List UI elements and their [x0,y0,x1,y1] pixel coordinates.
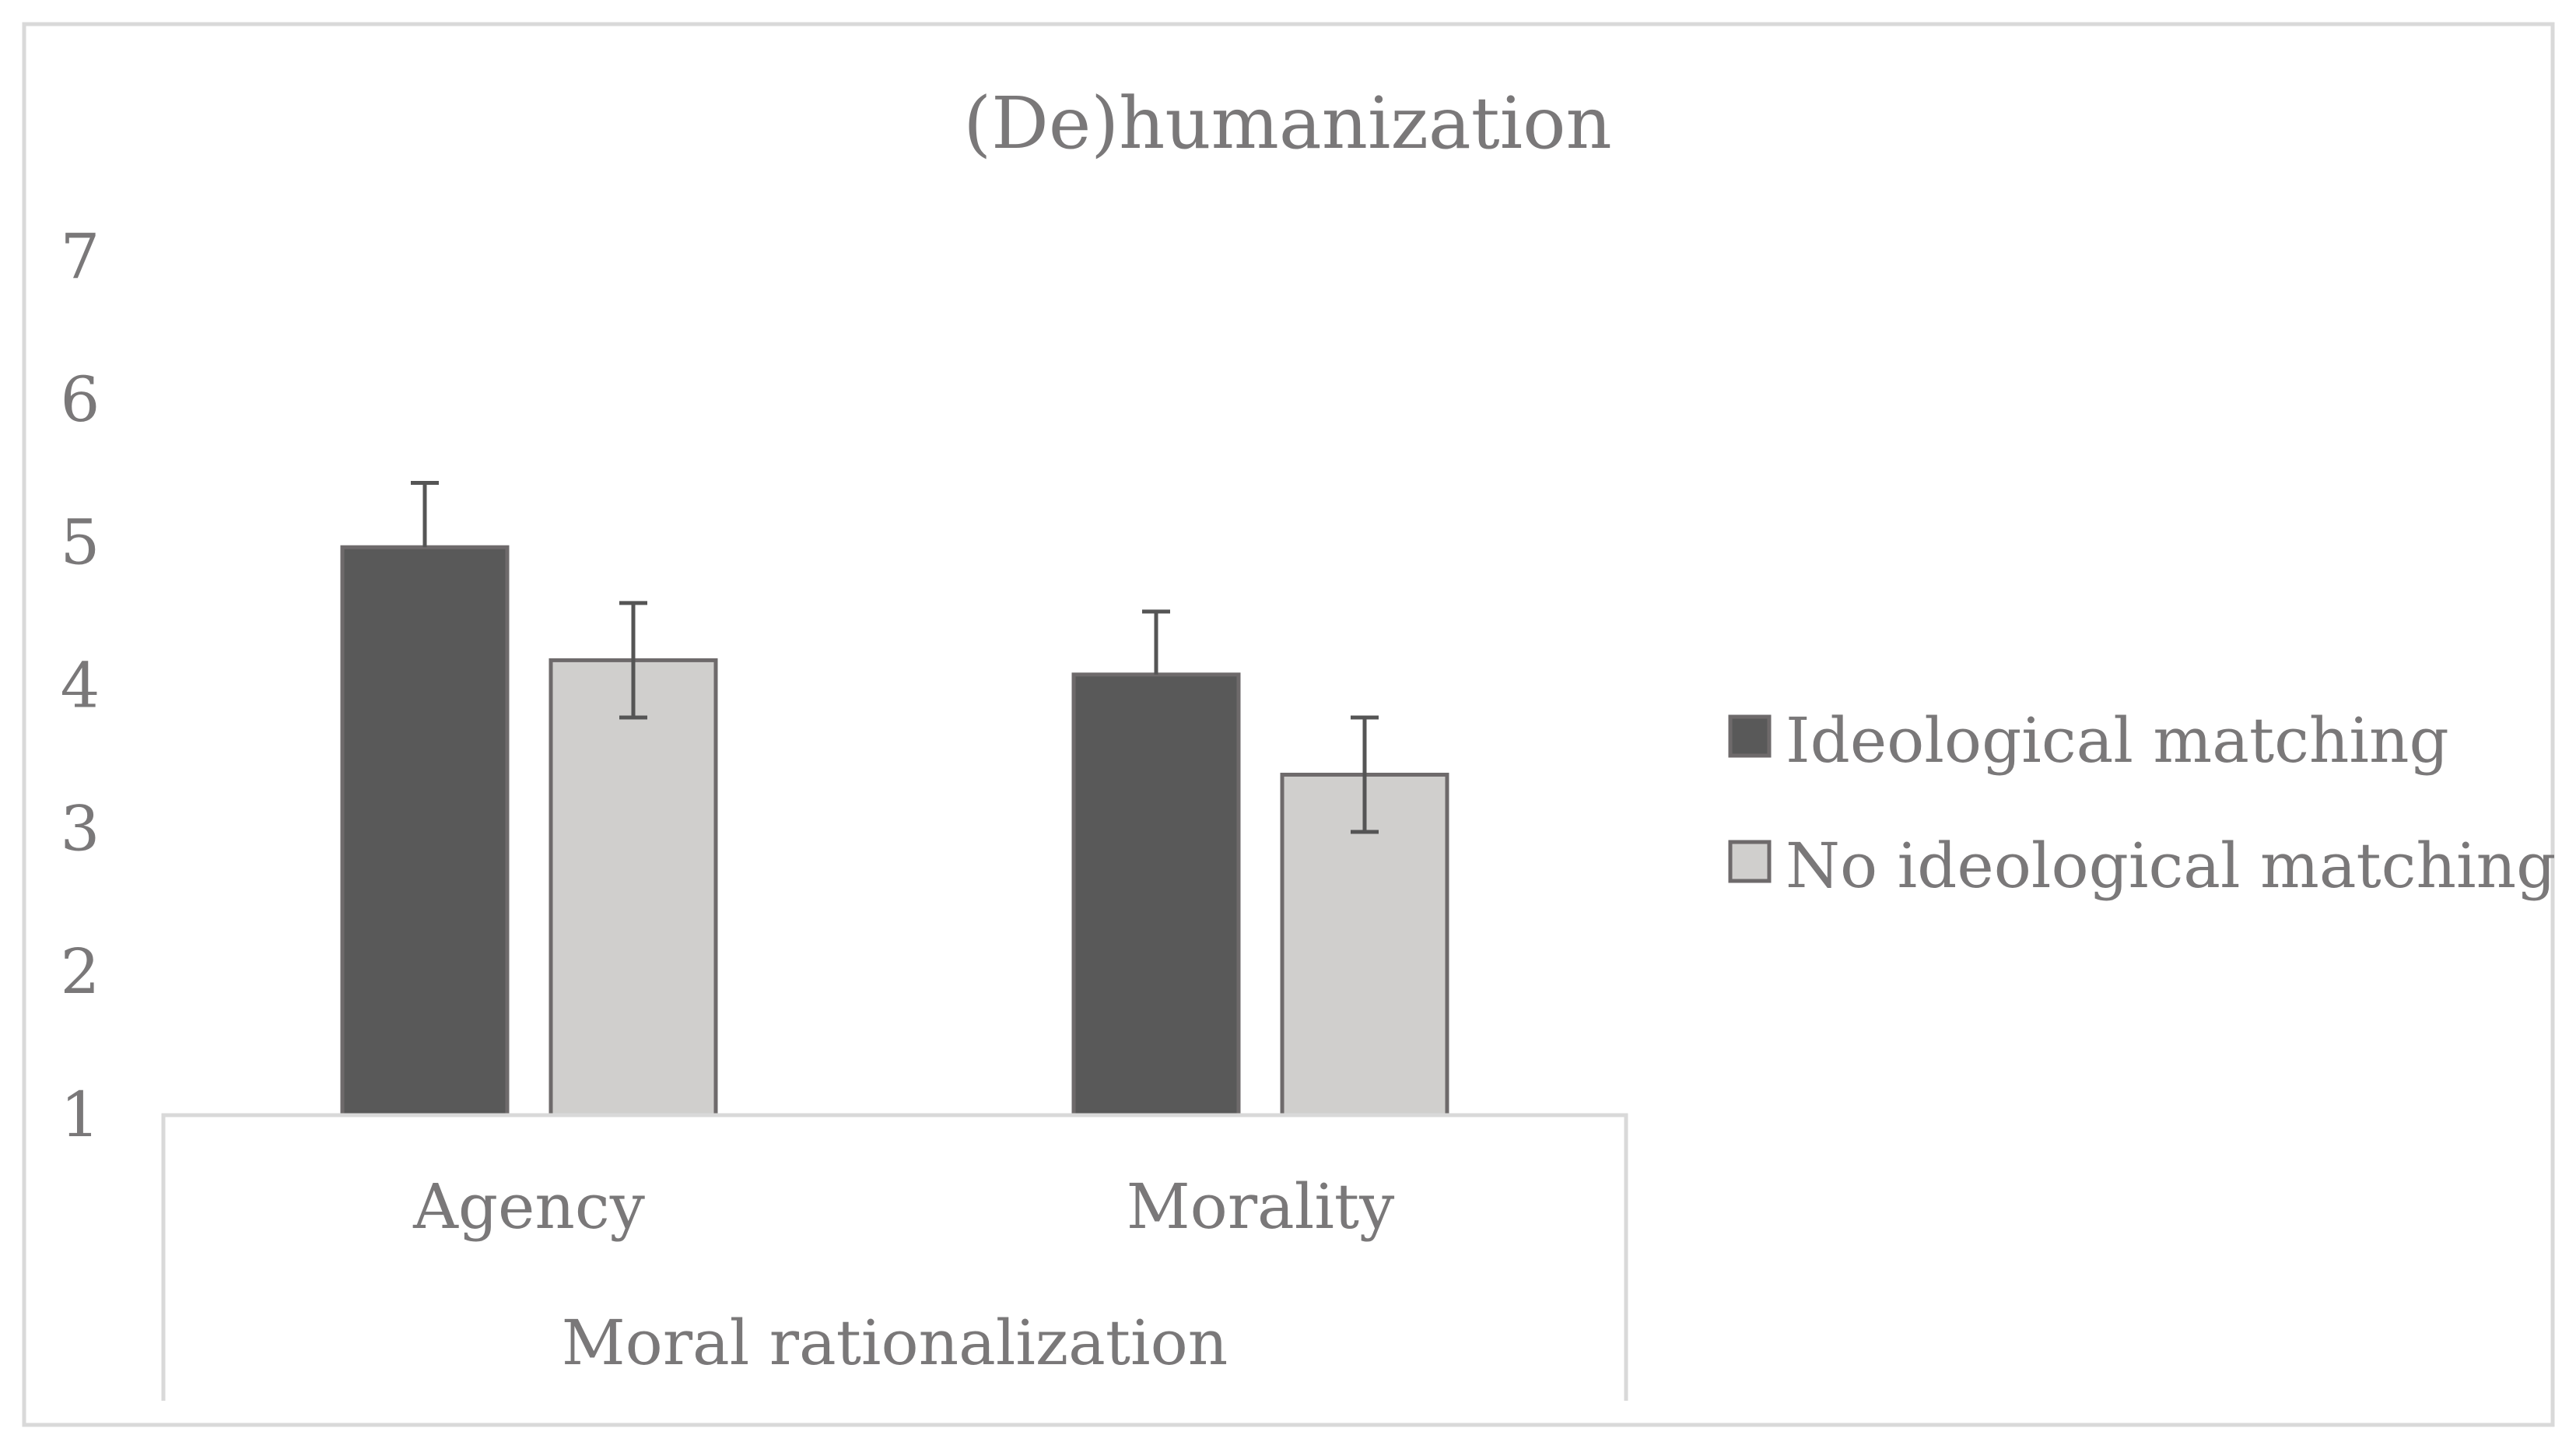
y-tick-label: 6 [61,363,100,436]
y-axis: 1 2 3 4 5 6 7 [61,220,100,1151]
category-table: Moral rationalization Agency Morality [161,1113,1628,1401]
plot-area [340,480,1449,1117]
y-tick-label: 5 [61,507,100,579]
legend-label: No ideological matching [1786,830,2556,902]
y-tick-label: 7 [61,220,100,293]
bar-ideological-matching [340,545,510,1117]
legend-label: Ideological matching [1786,704,2449,777]
bar-no-ideological-matching [548,658,718,1117]
category-table-border [161,1113,1628,1401]
y-tick-label: 2 [61,935,100,1008]
legend: Ideological matching No ideological match… [1728,704,2556,902]
legend-swatch [1728,840,1772,883]
y-tick-label: 1 [61,1079,100,1151]
x-category-label: Morality [1127,1170,1395,1243]
group-label: Moral rationalization [562,1307,1228,1379]
y-tick-label: 4 [61,650,100,722]
legend-swatch [1728,714,1772,758]
chart-title: (De)humanization [963,82,1612,165]
bar-ideological-matching [1071,672,1241,1117]
y-tick-label: 3 [61,792,100,865]
x-category-label: Agency [412,1170,645,1243]
